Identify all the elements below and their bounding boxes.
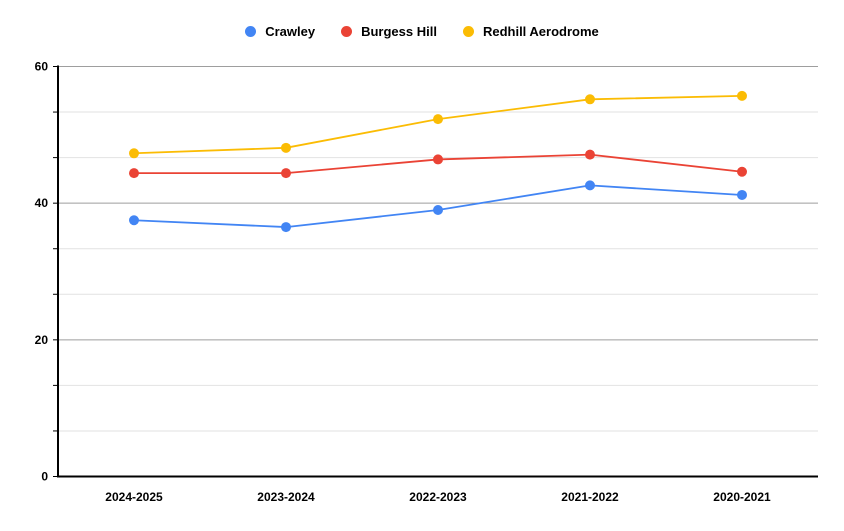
x-axis-label: 2021-2022 <box>561 490 619 504</box>
data-point-redhill-aerodrome-4 <box>737 90 747 101</box>
data-point-crawley-4 <box>737 189 747 200</box>
data-point-burgess-hill-2 <box>433 154 443 165</box>
data-point-redhill-aerodrome-2 <box>433 114 443 125</box>
data-point-redhill-aerodrome-0 <box>129 148 139 159</box>
y-axis-label: 0 <box>41 470 48 484</box>
data-point-crawley-0 <box>129 215 139 226</box>
data-point-crawley-1 <box>281 222 291 233</box>
x-axis-label: 2024-2025 <box>105 490 163 504</box>
data-point-redhill-aerodrome-1 <box>281 142 291 153</box>
data-point-crawley-3 <box>585 180 595 191</box>
data-point-burgess-hill-1 <box>281 168 291 179</box>
x-axis-label: 2023-2024 <box>257 490 315 504</box>
data-point-redhill-aerodrome-3 <box>585 94 595 105</box>
x-axis-label: 2020-2021 <box>713 490 771 504</box>
data-point-burgess-hill-3 <box>585 149 595 160</box>
data-point-crawley-2 <box>433 205 443 215</box>
y-axis-label: 60 <box>35 60 49 74</box>
series-line-redhill-aerodrome <box>133 94 743 155</box>
data-point-burgess-hill-4 <box>737 166 747 177</box>
y-axis-label: 20 <box>35 333 49 347</box>
y-axis-label: 40 <box>35 196 49 210</box>
x-axis-label: 2022-2023 <box>409 490 467 504</box>
data-point-burgess-hill-0 <box>129 168 139 179</box>
